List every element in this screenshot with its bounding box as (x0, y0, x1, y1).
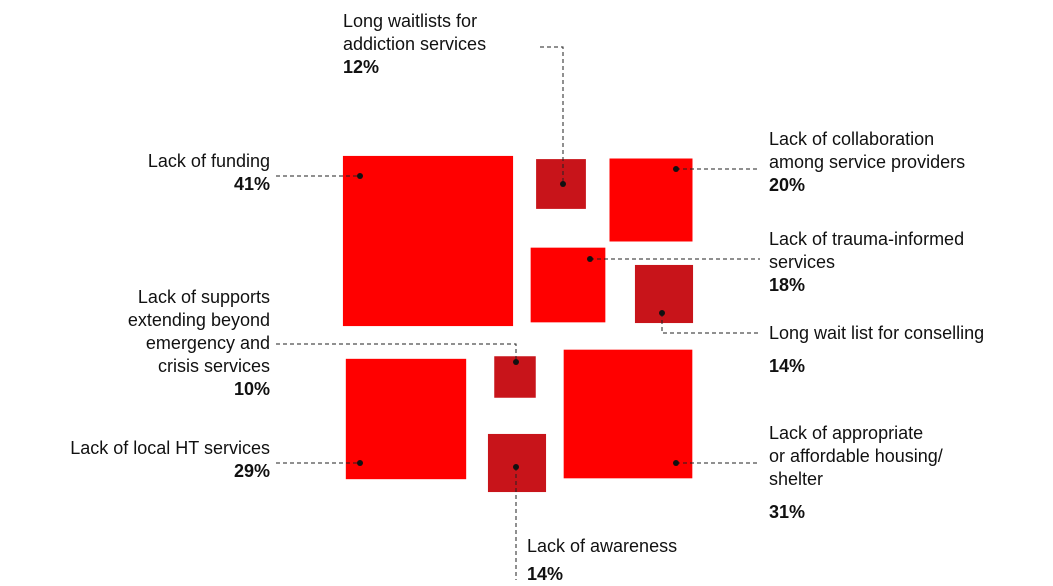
category-label: Lack of local HT services (70, 438, 270, 458)
square (487, 433, 547, 493)
label: Lack of local HT services 29% (70, 437, 270, 483)
category-label: Lack of appropriate or affordable housin… (769, 423, 943, 489)
square (342, 155, 514, 327)
dot (560, 181, 566, 187)
dot (513, 359, 519, 365)
label: Lack of appropriate or affordable housin… (769, 422, 943, 524)
dot (357, 460, 363, 466)
value-label: 20% (769, 175, 806, 195)
category-label: Long wait list for conselling (769, 323, 985, 343)
category-label: Lack of supports extending beyond emerge… (127, 287, 270, 376)
dot (587, 256, 593, 262)
dot (659, 310, 665, 316)
dot (673, 460, 679, 466)
value-label: 14% (769, 356, 806, 376)
label: Lack of trauma-informed services 18% (769, 228, 964, 297)
dot (673, 166, 679, 172)
category-label: Lack of trauma-informed services (769, 229, 965, 272)
value-label: 14% (527, 564, 564, 584)
value-label: 29% (233, 461, 270, 481)
category-label: Lack of funding (147, 151, 270, 171)
leader-line (661, 313, 760, 334)
square (530, 247, 606, 323)
label: Long wait list for conselling 14% (769, 322, 984, 378)
category-label: Long waitlists for addiction services (343, 11, 487, 54)
value-label: 41% (233, 174, 270, 194)
value-label: 18% (769, 275, 806, 295)
label: Lack of awareness 14% (527, 535, 677, 586)
value-label: 12% (343, 57, 380, 77)
dot (357, 173, 363, 179)
value-label: 31% (769, 502, 806, 522)
dot (513, 464, 519, 470)
label: Long waitlists for addiction services 12% (343, 10, 486, 79)
square (345, 358, 467, 480)
value-label: 10% (233, 379, 270, 399)
square (609, 158, 693, 242)
label: Lack of funding 41% (148, 150, 270, 196)
category-label: Lack of collaboration among service prov… (769, 129, 966, 172)
label: Lack of supports extending beyond emerge… (128, 286, 270, 401)
square (563, 349, 693, 479)
label: Lack of collaboration among service prov… (769, 128, 965, 197)
leader-line (540, 46, 564, 184)
leader-line (276, 343, 517, 362)
category-label: Lack of awareness (527, 536, 678, 556)
